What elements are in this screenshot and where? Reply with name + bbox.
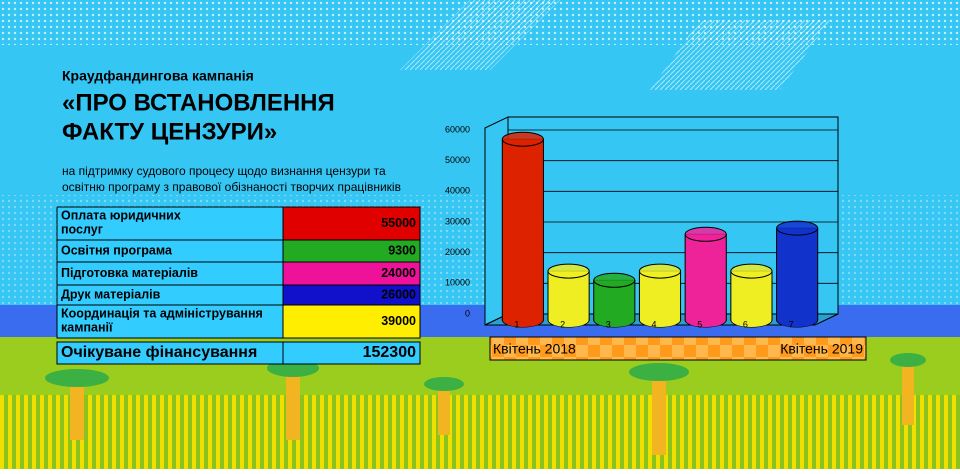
row-value: 55000 <box>381 216 416 230</box>
total-label: Очікуване фінансування <box>61 344 257 361</box>
y-tick-label: 20000 <box>445 247 470 257</box>
bar-base-cover <box>502 313 543 327</box>
bar-top <box>638 263 682 279</box>
total-value-cell <box>282 341 421 365</box>
bar <box>501 138 544 321</box>
decor <box>400 0 560 70</box>
bar-top <box>547 263 590 279</box>
x-tick-label: 2 <box>560 319 565 329</box>
bar-base-cover <box>639 313 681 327</box>
timeline-start: Квітень 2018 <box>493 341 576 357</box>
bar-base-cover <box>731 313 772 327</box>
x-tick-label: 7 <box>789 319 794 329</box>
row-label: Друк матеріалів <box>61 287 161 301</box>
bar <box>547 270 590 321</box>
title-line: «ПРО ВСТАНОВЛЕННЯ <box>62 89 335 116</box>
y-tick-label: 0 <box>465 308 470 318</box>
y-tick-label: 60000 <box>445 124 470 134</box>
bar-top <box>501 131 544 147</box>
field <box>0 395 960 469</box>
title-line: ФАКТУ ЦЕНЗУРИ» <box>62 118 277 145</box>
y-tick-label: 30000 <box>445 216 470 226</box>
budget-table: Оплата юридичних послуг 55000 Освітня прогр… <box>56 206 421 365</box>
timeline-bar <box>489 336 867 361</box>
kicker: Краудфандингова кампанія <box>62 68 254 84</box>
bar-top <box>776 220 819 236</box>
total-value: 152300 <box>363 344 416 361</box>
row-label-cell <box>56 304 284 339</box>
bar-top <box>684 226 727 242</box>
bar <box>684 233 727 321</box>
row-value: 9300 <box>388 243 416 257</box>
bar-top <box>593 272 636 288</box>
row-label: Оплата юридичних послуг <box>61 209 181 237</box>
bar-base-cover <box>685 313 726 327</box>
bar-chart: 0 10000 20000 30000 40000 50000 60000 1 2 3 4 5 6 7 <box>445 116 839 329</box>
y-tick-label: 50000 <box>445 155 470 165</box>
palms <box>45 353 926 455</box>
subtitle-line: на підтримку судового процесу щодо визна… <box>62 164 386 178</box>
x-tick-label: 1 <box>514 319 519 329</box>
row-value: 24000 <box>381 266 416 280</box>
bar-top <box>730 263 773 279</box>
row-label: Освітня програма <box>61 243 173 257</box>
y-tick-label: 10000 <box>445 278 470 288</box>
row-label: Координація та адміністрування кампанії <box>61 307 263 335</box>
decor <box>650 20 830 90</box>
row-value-cell <box>282 304 421 339</box>
x-tick-label: 4 <box>651 319 656 329</box>
bar-base-cover <box>548 313 589 327</box>
bar <box>730 270 773 321</box>
bar <box>776 227 819 321</box>
y-tick-label: 40000 <box>445 186 470 196</box>
x-tick-label: 6 <box>743 319 748 329</box>
subtitle-line: освітню програму з правової обізнаності … <box>62 180 401 194</box>
bar-base-cover <box>777 313 818 327</box>
row-value: 26000 <box>381 287 416 301</box>
timeline-end: Квітень 2019 <box>780 341 863 357</box>
row-value: 39000 <box>381 314 416 328</box>
row-label: Підготовка матеріалів <box>61 266 198 280</box>
row-value-cell <box>282 206 421 241</box>
bar-base-cover <box>594 313 635 327</box>
x-tick-label: 5 <box>697 319 702 329</box>
x-tick-label: 3 <box>606 319 611 329</box>
